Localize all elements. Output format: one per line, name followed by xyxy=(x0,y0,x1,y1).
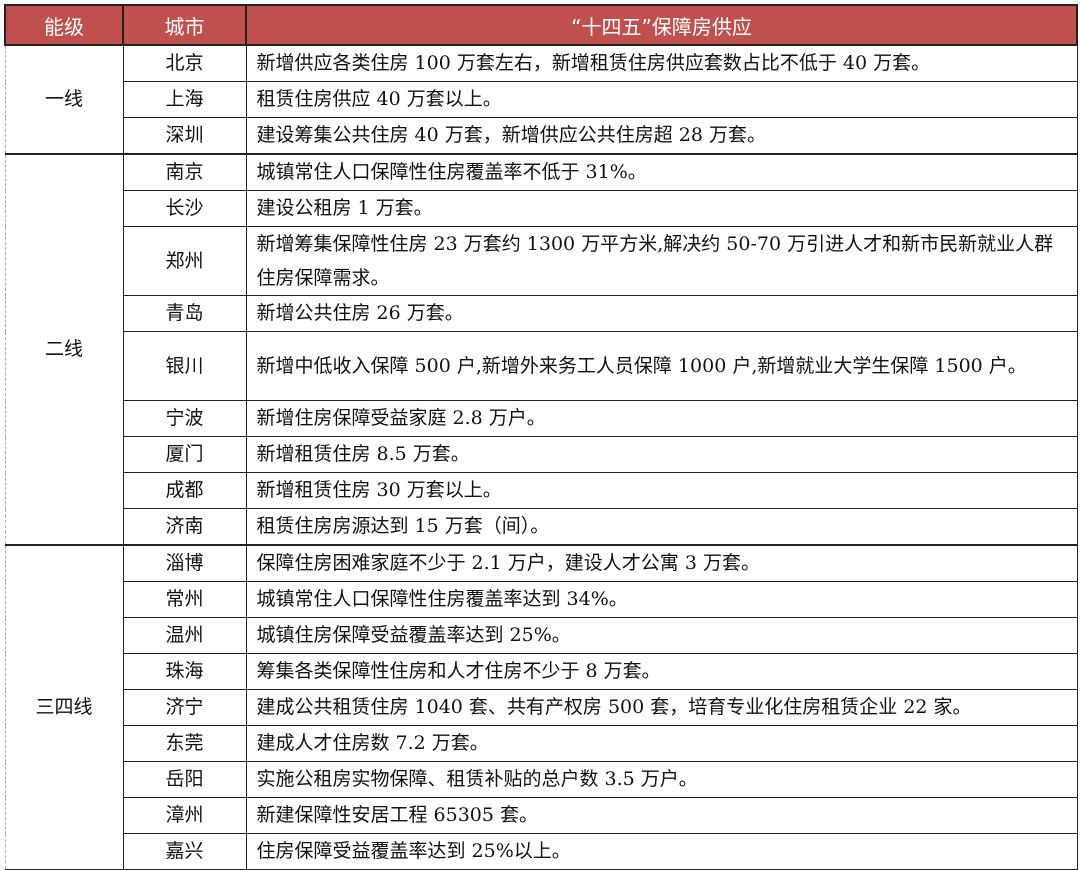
table-row: 厦门 新增租赁住房 8.5 万套。 xyxy=(5,436,1078,473)
city-cell: 长沙 xyxy=(122,190,247,227)
supply-cell: 筹集各类保障性住房和人才住房不少于 8 万套。 xyxy=(245,653,1078,690)
table-row: 东莞 建成人才住房数 7.2 万套。 xyxy=(5,725,1078,762)
supply-cell: 新增住房保障受益家庭 2.8 万户。 xyxy=(245,400,1078,437)
supply-cell: 城镇住房保障受益覆盖率达到 25%。 xyxy=(245,617,1078,654)
housing-supply-table: 能级 城市 “十四五”保障房供应 一线 北京 新增供应各类住房 100 万套左右，新… xyxy=(4,4,1078,870)
supply-cell: 建成人才住房数 7.2 万套。 xyxy=(245,725,1078,762)
city-cell: 银川 xyxy=(122,331,247,401)
table-row: 宁波 新增住房保障受益家庭 2.8 万户。 xyxy=(5,400,1078,437)
city-cell: 郑州 xyxy=(122,226,247,296)
table-row: 嘉兴 住房保障受益覆盖率达到 25%以上。 xyxy=(5,833,1078,870)
city-cell: 上海 xyxy=(122,81,247,118)
supply-cell: 住房保障受益覆盖率达到 25%以上。 xyxy=(245,833,1078,870)
table-row: 成都 新增租赁住房 30 万套以上。 xyxy=(5,472,1078,509)
city-cell: 成都 xyxy=(122,472,247,509)
supply-cell: 实施公租房实物保障、租赁补贴的总户数 3.5 万户。 xyxy=(245,761,1078,798)
table-row: 济宁 建成公共租赁住房 1040 套、共有产权房 500 套，培育专业化住房租赁企… xyxy=(5,689,1078,726)
city-cell: 温州 xyxy=(122,617,247,654)
table-row: 济南 租赁住房房源达到 15 万套（间）。 xyxy=(5,508,1078,546)
table-row: 一线 北京 新增供应各类住房 100 万套左右，新增租赁住房供应套数占比不低于 40… xyxy=(4,44,1078,155)
table-row: 银川 新增中低收入保障 500 户,新增外来务工人员保障 1000 户,新增就业大… xyxy=(5,331,1078,401)
supply-cell: 建成公共租赁住房 1040 套、共有产权房 500 套，培育专业化住房租赁企业 … xyxy=(245,689,1078,726)
tier-cell: 二线 xyxy=(4,153,124,546)
city-cell: 嘉兴 xyxy=(122,833,247,870)
city-cell: 珠海 xyxy=(122,653,247,690)
table-row: 深圳 建设筹集公共住房 40 万套，新增供应公共住房超 28 万套。 xyxy=(5,117,1078,155)
city-cell: 北京 xyxy=(122,44,247,82)
header-supply: “十四五”保障房供应 xyxy=(245,4,1078,46)
city-cell: 常州 xyxy=(122,581,247,618)
city-cell: 济宁 xyxy=(122,689,247,726)
table-row: 珠海 筹集各类保障性住房和人才住房不少于 8 万套。 xyxy=(5,653,1078,690)
city-cell: 济南 xyxy=(122,508,247,546)
supply-cell: 租赁住房供应 40 万套以上。 xyxy=(245,81,1078,118)
supply-cell: 建设公租房 1 万套。 xyxy=(245,190,1078,227)
supply-cell: 新增公共住房 26 万套。 xyxy=(245,295,1078,332)
table-row: 岳阳 实施公租房实物保障、租赁补贴的总户数 3.5 万户。 xyxy=(5,761,1078,798)
city-cell: 漳州 xyxy=(122,797,247,834)
city-cell: 宁波 xyxy=(122,400,247,437)
supply-cell: 新建保障性安居工程 65305 套。 xyxy=(245,797,1078,834)
city-cell: 东莞 xyxy=(122,725,247,762)
city-cell: 深圳 xyxy=(122,117,247,155)
table-row: 郑州 新增筹集保障性住房 23 万套约 1300 万平方米,解决约 50-70 万… xyxy=(5,226,1078,296)
supply-cell: 保障住房困难家庭不少于 2.1 万户，建设人才公寓 3 万套。 xyxy=(245,544,1078,582)
supply-cell: 城镇常住人口保障性住房覆盖率达到 34%。 xyxy=(245,581,1078,618)
supply-cell: 新增中低收入保障 500 户,新增外来务工人员保障 1000 户,新增就业大学生… xyxy=(245,331,1078,401)
table-row: 三四线 淄博 保障住房困难家庭不少于 2.1 万户，建设人才公寓 3 万套。 xyxy=(4,544,1078,870)
table-row: 漳州 新建保障性安居工程 65305 套。 xyxy=(5,797,1078,834)
header-tier: 能级 xyxy=(4,4,124,46)
supply-cell: 新增租赁住房 8.5 万套。 xyxy=(245,436,1078,473)
city-cell: 青岛 xyxy=(122,295,247,332)
table-row: 青岛 新增公共住房 26 万套。 xyxy=(5,295,1078,332)
table-row: 长沙 建设公租房 1 万套。 xyxy=(5,190,1078,227)
header-row: 能级 城市 “十四五”保障房供应 xyxy=(4,4,1078,46)
tier-cell: 一线 xyxy=(4,44,124,155)
city-cell: 淄博 xyxy=(122,544,247,582)
supply-cell: 新增租赁住房 30 万套以上。 xyxy=(245,472,1078,509)
table-row: 二线 南京 城镇常住人口保障性住房覆盖率不低于 31%。 xyxy=(4,153,1078,546)
table-row: 温州 城镇住房保障受益覆盖率达到 25%。 xyxy=(5,617,1078,654)
city-cell: 岳阳 xyxy=(122,761,247,798)
city-cell: 厦门 xyxy=(122,436,247,473)
table-row: 常州 城镇常住人口保障性住房覆盖率达到 34%。 xyxy=(5,581,1078,618)
supply-cell: 新增筹集保障性住房 23 万套约 1300 万平方米,解决约 50-70 万引进… xyxy=(245,226,1078,296)
tier-cell: 三四线 xyxy=(4,544,124,870)
city-cell: 南京 xyxy=(122,153,247,191)
supply-cell: 新增供应各类住房 100 万套左右，新增租赁住房供应套数占比不低于 40 万套。 xyxy=(245,44,1078,82)
supply-cell: 城镇常住人口保障性住房覆盖率不低于 31%。 xyxy=(245,153,1078,191)
supply-cell: 建设筹集公共住房 40 万套，新增供应公共住房超 28 万套。 xyxy=(245,117,1078,155)
table-row: 上海 租赁住房供应 40 万套以上。 xyxy=(5,81,1078,118)
supply-cell: 租赁住房房源达到 15 万套（间）。 xyxy=(245,508,1078,546)
header-city: 城市 xyxy=(122,4,247,46)
